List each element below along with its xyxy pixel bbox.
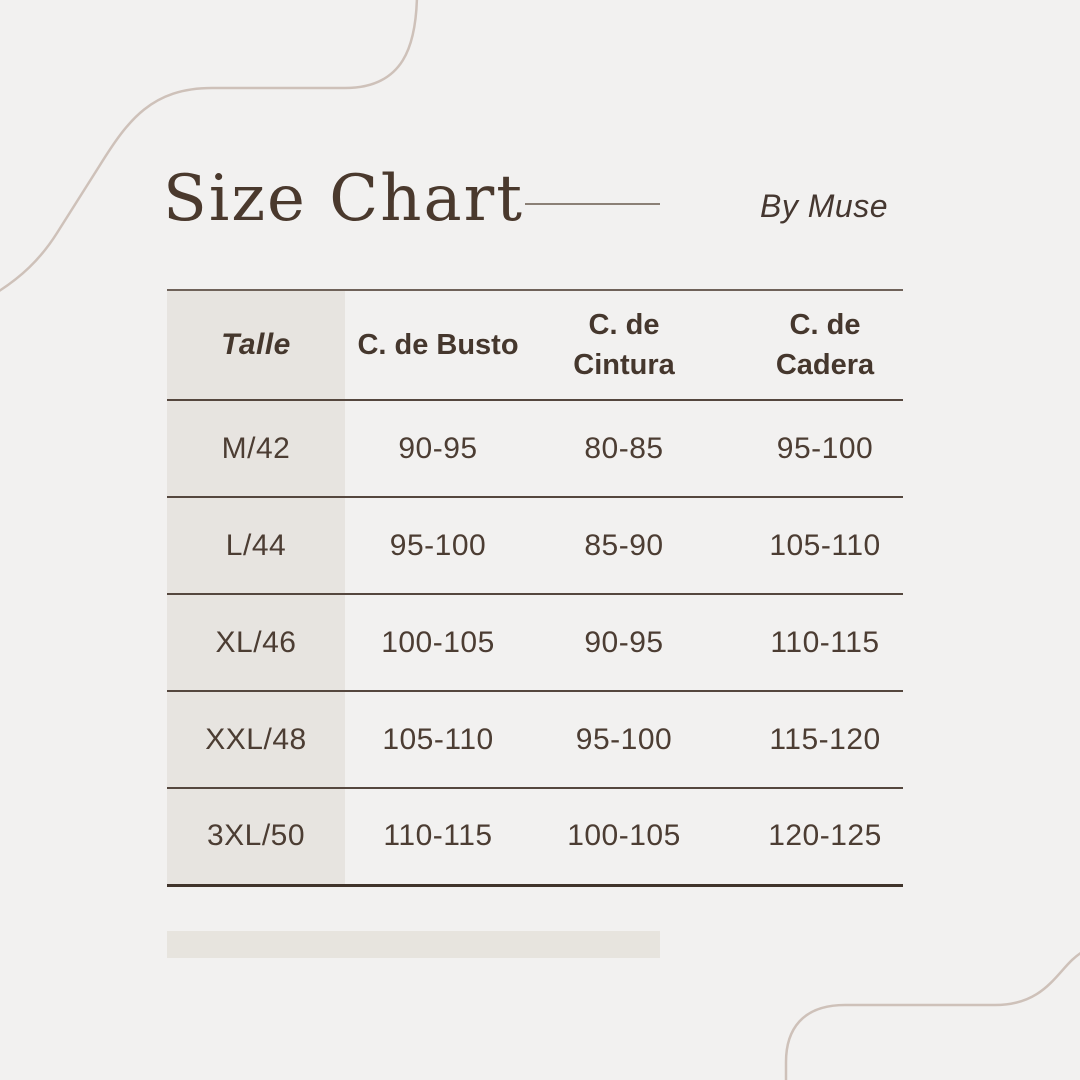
cell-hip: 110-115: [770, 625, 880, 659]
byline: By Muse: [760, 188, 888, 224]
curve-bottom-right-icon: [784, 952, 1080, 1080]
cell-size: L/44: [167, 497, 345, 594]
cell-size: XXL/48: [167, 691, 345, 788]
cell-waist: 100-105: [567, 819, 681, 853]
cell-bust: 95-100: [389, 528, 487, 562]
table-row: M/42 90-95 80-85 95-100: [167, 400, 903, 497]
cell-bust: 110-115: [383, 819, 493, 853]
cell-bust: 105-110: [382, 722, 494, 756]
cell-hip: 95-100: [776, 431, 874, 465]
cell-bust: 90-95: [398, 431, 478, 465]
cell-waist: 80-85: [584, 431, 664, 465]
size-chart-table: Talle C. de Busto C. de Cintura C. de Ca…: [167, 289, 903, 887]
cell-size: XL/46: [167, 594, 345, 691]
column-header-bust: C. de Busto: [357, 329, 519, 361]
title-rule: [525, 203, 660, 205]
cell-hip: 105-110: [769, 528, 881, 562]
table-row: XXL/48 105-110 95-100 115-120: [167, 691, 903, 788]
column-header-size: Talle: [167, 290, 345, 400]
cell-hip: 120-125: [768, 819, 882, 853]
cell-waist: 85-90: [584, 528, 664, 562]
column-header-hip: C. de Cadera: [775, 309, 875, 381]
curve-top-left-icon: [0, 0, 419, 292]
cell-size: 3XL/50: [167, 788, 345, 885]
cell-waist: 90-95: [584, 625, 664, 659]
table-row: XL/46 100-105 90-95 110-115: [167, 594, 903, 691]
cell-bust: 100-105: [381, 625, 495, 659]
column-header-waist: C. de Cintura: [573, 309, 675, 381]
page-title: Size Chart: [163, 162, 524, 236]
bottom-bar: [167, 931, 660, 958]
table-header-row: Talle C. de Busto C. de Cintura C. de Ca…: [167, 290, 903, 400]
table-row: L/44 95-100 85-90 105-110: [167, 497, 903, 594]
cell-hip: 115-120: [769, 722, 881, 756]
table-row: 3XL/50 110-115 100-105 120-125: [167, 788, 903, 885]
cell-waist: 95-100: [575, 722, 673, 756]
cell-size: M/42: [167, 400, 345, 497]
